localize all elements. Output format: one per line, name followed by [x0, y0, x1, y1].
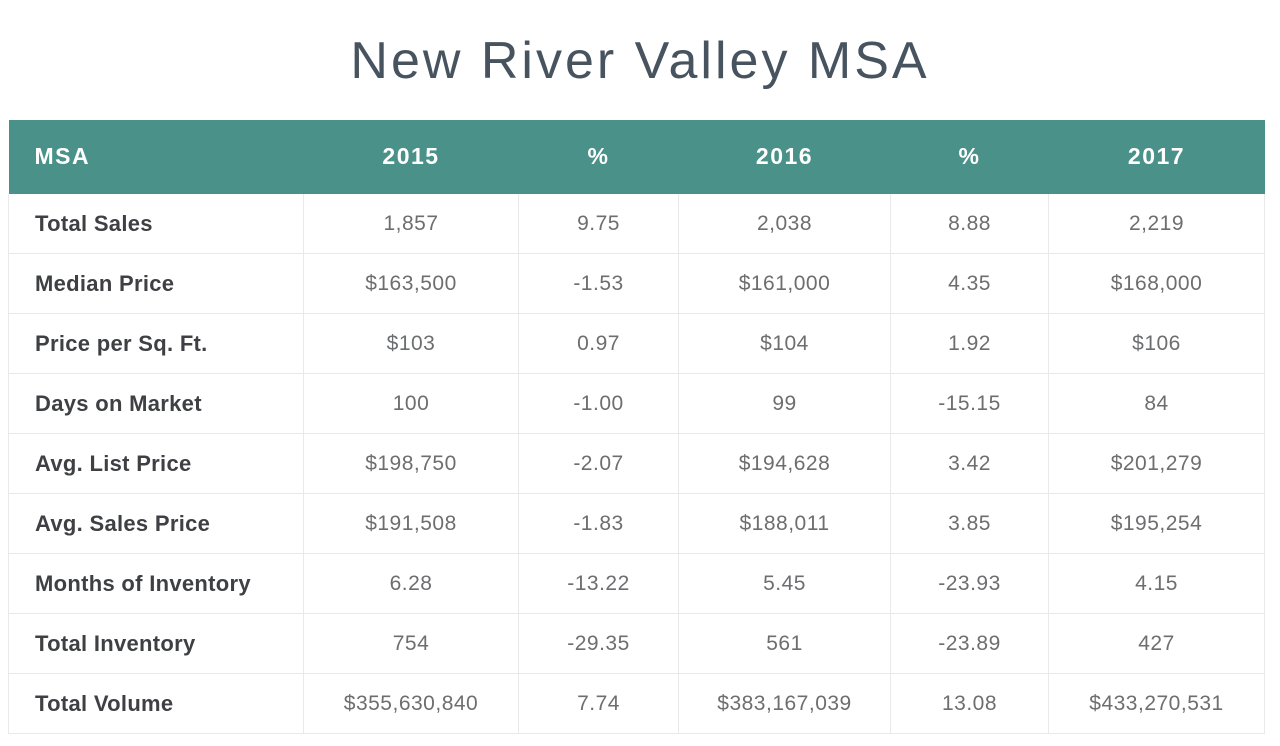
cell-value: 2,219 [1048, 193, 1265, 255]
cell-value: $194,628 [678, 433, 891, 495]
cell-value: 99 [678, 373, 891, 435]
cell-value: -23.89 [890, 613, 1049, 675]
table-body: Total Sales 1,857 9.75 2,038 8.88 2,219 … [8, 193, 1265, 735]
cell-value: -23.93 [890, 553, 1049, 615]
cell-value: $163,500 [303, 253, 519, 315]
cell-value: $106 [1048, 313, 1265, 375]
cell-value: $355,630,840 [303, 673, 519, 735]
cell-value: $195,254 [1048, 493, 1265, 555]
column-header-pct-1: % [518, 119, 679, 194]
cell-value: 8.88 [890, 193, 1049, 255]
cell-value: -1.83 [518, 493, 679, 555]
row-label-days-on-market: Days on Market [8, 373, 304, 435]
cell-value: $383,167,039 [678, 673, 891, 735]
cell-value: -2.07 [518, 433, 679, 495]
row-label-avg-list-price: Avg. List Price [8, 433, 304, 495]
table-row: Avg. Sales Price $191,508 -1.83 $188,011… [8, 493, 1265, 555]
cell-value: -15.15 [890, 373, 1049, 435]
cell-value: 13.08 [890, 673, 1049, 735]
cell-value: $104 [678, 313, 891, 375]
cell-value: 754 [303, 613, 519, 675]
cell-value: $103 [303, 313, 519, 375]
table-row: Median Price $163,500 -1.53 $161,000 4.3… [8, 253, 1265, 315]
cell-value: $168,000 [1048, 253, 1265, 315]
table-header: MSA 2015 % 2016 % 2017 [8, 119, 1265, 194]
cell-value: 7.74 [518, 673, 679, 735]
cell-value: 427 [1048, 613, 1265, 675]
column-header-msa: MSA [8, 119, 304, 194]
cell-value: -13.22 [518, 553, 679, 615]
table-row: Months of Inventory 6.28 -13.22 5.45 -23… [8, 553, 1265, 615]
row-label-total-sales: Total Sales [8, 193, 304, 255]
cell-value: 4.15 [1048, 553, 1265, 615]
cell-value: 561 [678, 613, 891, 675]
table-row: Total Inventory 754 -29.35 561 -23.89 42… [8, 613, 1265, 675]
table-row: Total Volume $355,630,840 7.74 $383,167,… [8, 673, 1265, 735]
cell-value: $201,279 [1048, 433, 1265, 495]
cell-value: 84 [1048, 373, 1265, 435]
cell-value: -1.53 [518, 253, 679, 315]
cell-value: 3.85 [890, 493, 1049, 555]
column-header-2017: 2017 [1048, 119, 1265, 194]
cell-value: $191,508 [303, 493, 519, 555]
page-title: New River Valley MSA [350, 32, 930, 90]
row-label-price-per-sqft: Price per Sq. Ft. [8, 313, 304, 375]
cell-value: 4.35 [890, 253, 1049, 315]
cell-value: 9.75 [518, 193, 679, 255]
cell-value: 0.97 [518, 313, 679, 375]
cell-value: 6.28 [303, 553, 519, 615]
cell-value: 5.45 [678, 553, 891, 615]
table-row: Days on Market 100 -1.00 99 -15.15 84 [8, 373, 1265, 435]
column-header-2015: 2015 [303, 119, 519, 194]
column-header-pct-2: % [890, 119, 1049, 194]
cell-value: 100 [303, 373, 519, 435]
table-row: Total Sales 1,857 9.75 2,038 8.88 2,219 [8, 193, 1265, 255]
cell-value: $161,000 [678, 253, 891, 315]
msa-stats-table: MSA 2015 % 2016 % 2017 Total Sales 1,857… [8, 119, 1265, 735]
column-header-2016: 2016 [678, 119, 891, 194]
cell-value: 1,857 [303, 193, 519, 255]
row-label-avg-sales-price: Avg. Sales Price [8, 493, 304, 555]
row-label-total-inventory: Total Inventory [8, 613, 304, 675]
row-label-median-price: Median Price [8, 253, 304, 315]
row-label-months-of-inventory: Months of Inventory [8, 553, 304, 615]
cell-value: -1.00 [518, 373, 679, 435]
table-row: Price per Sq. Ft. $103 0.97 $104 1.92 $1… [8, 313, 1265, 375]
cell-value: $198,750 [303, 433, 519, 495]
cell-value: 3.42 [890, 433, 1049, 495]
table-row: Avg. List Price $198,750 -2.07 $194,628 … [8, 433, 1265, 495]
cell-value: $433,270,531 [1048, 673, 1265, 735]
cell-value: -29.35 [518, 613, 679, 675]
cell-value: 1.92 [890, 313, 1049, 375]
row-label-total-volume: Total Volume [8, 673, 304, 735]
cell-value: 2,038 [678, 193, 891, 255]
cell-value: $188,011 [678, 493, 891, 555]
header-row: MSA 2015 % 2016 % 2017 [8, 119, 1265, 194]
